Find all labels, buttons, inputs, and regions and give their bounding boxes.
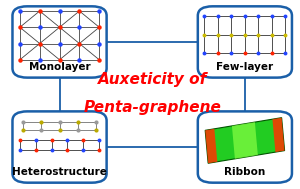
Text: Penta-graphene: Penta-graphene xyxy=(83,100,221,115)
Polygon shape xyxy=(272,118,285,152)
Text: Auxeticity of: Auxeticity of xyxy=(98,72,207,87)
FancyBboxPatch shape xyxy=(198,6,292,78)
Polygon shape xyxy=(205,118,285,163)
Polygon shape xyxy=(232,122,258,159)
FancyBboxPatch shape xyxy=(13,6,106,78)
FancyBboxPatch shape xyxy=(13,111,106,183)
FancyBboxPatch shape xyxy=(198,111,292,183)
Polygon shape xyxy=(205,129,217,163)
Text: Heterostructure: Heterostructure xyxy=(12,167,107,177)
Text: Ribbon: Ribbon xyxy=(224,167,266,177)
Text: Monolayer: Monolayer xyxy=(29,62,90,72)
Text: Few-layer: Few-layer xyxy=(216,62,273,72)
